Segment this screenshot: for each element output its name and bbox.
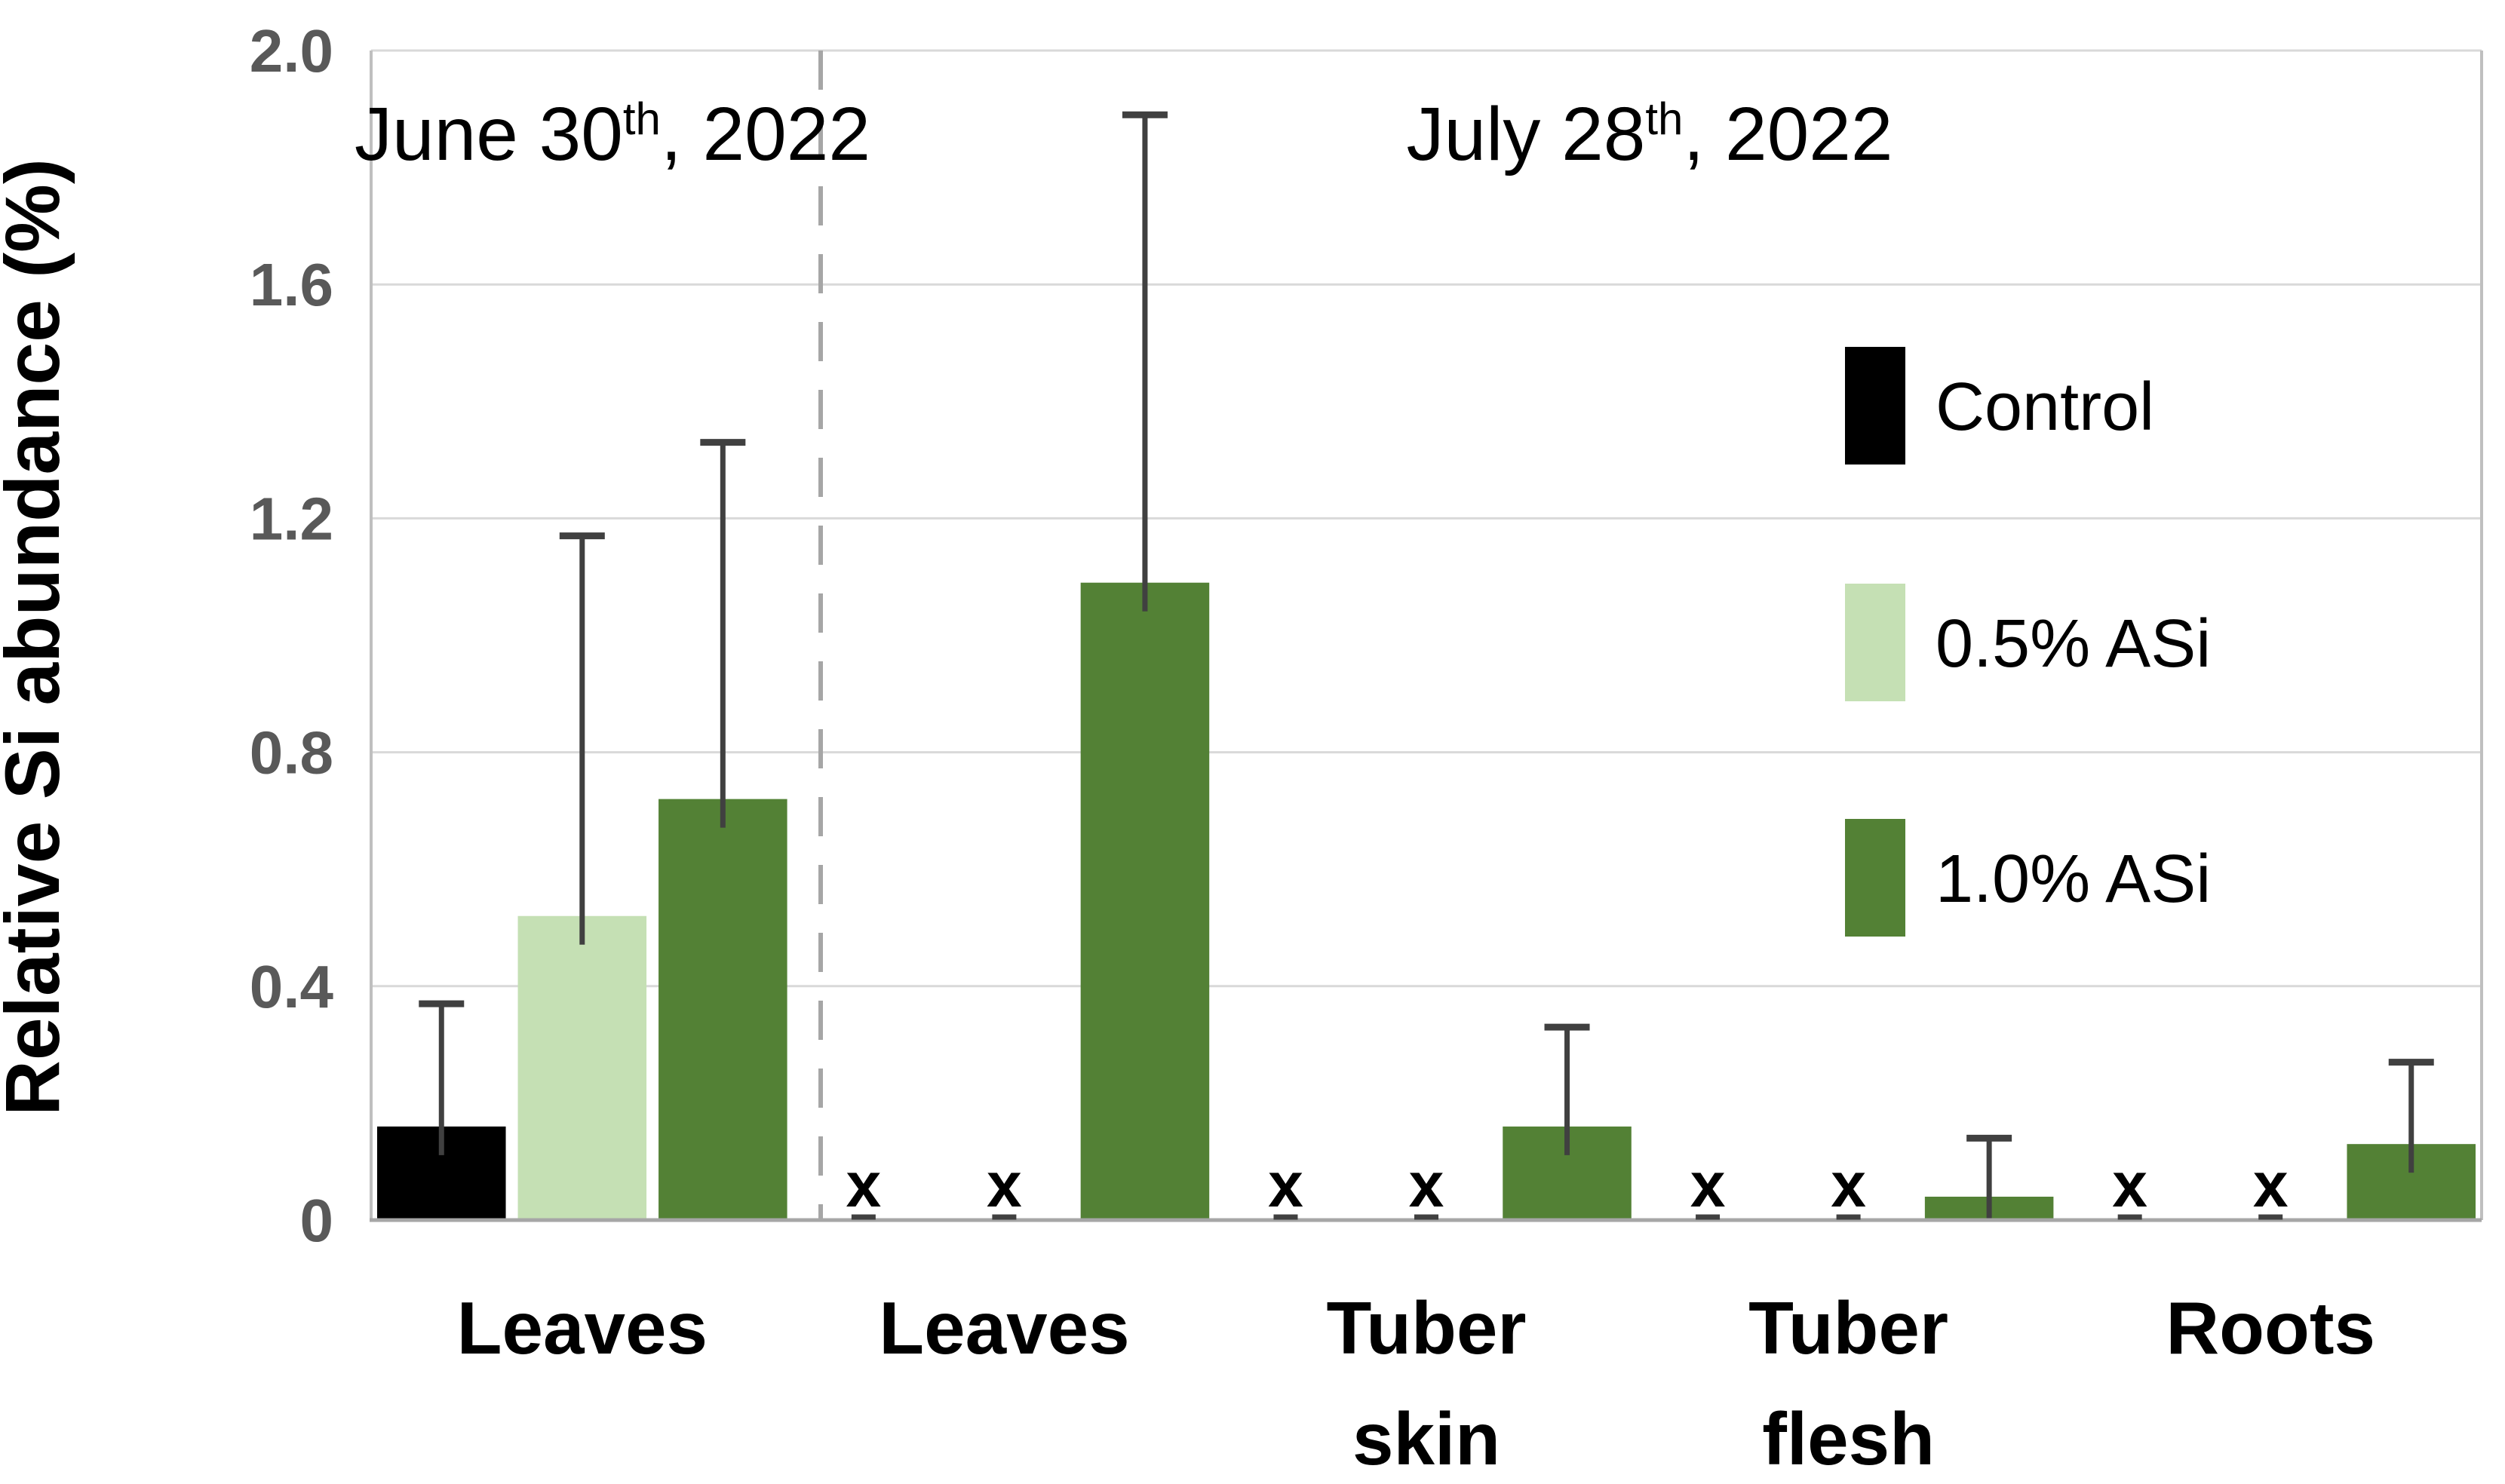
y-tick-label-1.2: 1.2 [250,485,333,552]
section-label-june: June 30th, 2022 [355,92,870,176]
bar-1.0% ASi-Leaves [658,799,787,1220]
section-june-year: , 2022 [661,92,870,176]
y-tick-label-1.6: 1.6 [250,251,333,318]
category-label-tuber-flesh: Tuber [1748,1286,1948,1369]
y-tick-label-2.0: 2.0 [250,17,333,84]
x-marker-Control-Tuber skin: x [1268,1149,1303,1220]
legend-swatch-asi10 [1845,819,1905,937]
x-marker-Control-Roots: x [2112,1149,2147,1220]
x-marker-0.5% ASi-Tuber skin: x [1409,1149,1444,1220]
y-axis-title: Relative Si abundance (%) [0,158,75,1116]
error-bars-layer [419,111,2434,1220]
section-july-superscript: th [1645,94,1683,144]
x-marker-0.5% ASi-Tuber flesh: x [1831,1149,1866,1220]
section-june-text: June 30 [355,92,623,176]
x-marker-0.5% ASi-Leaves: x [987,1149,1022,1220]
category-labels-layer: Leaves Leaves Tuber skin Tuber flesh Roots [457,1286,2375,1480]
bars-layer [377,582,2476,1220]
bar-0.5% ASi-Leaves [517,915,647,1220]
category-label-leaves: Leaves [879,1286,1129,1369]
tick-labels-layer: 0 0.4 0.8 1.2 1.6 2.0 [250,17,334,1254]
legend-label-asi10: 1.0% ASi [1936,842,2211,917]
x-marker-0.5% ASi-Roots: x [2253,1149,2289,1220]
x-marker-Control-Tuber flesh: x [1690,1149,1726,1220]
legend-label-asi05: 0.5% ASi [1936,606,2211,682]
category-label-tuber-skin: Tuber [1327,1286,1527,1369]
legend: Control 0.5% ASi 1.0% ASi [1845,347,2211,937]
bar-1.0% ASi-Leaves [1080,582,1210,1220]
section-july-year: , 2022 [1683,92,1893,176]
y-tick-label-0: 0 [300,1187,334,1254]
y-tick-label-0.4: 0.4 [250,953,334,1020]
section-june-superscript: th [623,94,661,144]
legend-label-control: Control [1936,369,2154,445]
category-label-tuber-flesh: flesh [1762,1397,1935,1480]
legend-swatch-control [1845,347,1905,465]
y-tick-label-0.8: 0.8 [250,719,333,786]
section-label-july: July 28th, 2022 [1407,92,1893,176]
category-label-leaves: Leaves [457,1286,708,1369]
zero-markers-layer: x x x xx x x x [846,1149,2289,1220]
category-label-tuber-skin: skin [1352,1397,1500,1480]
section-july-text: July 28 [1407,92,1646,176]
category-label-roots: Roots [2166,1286,2375,1369]
legend-swatch-asi05 [1845,584,1905,701]
x-marker-Control-Leaves: x [846,1149,882,1220]
